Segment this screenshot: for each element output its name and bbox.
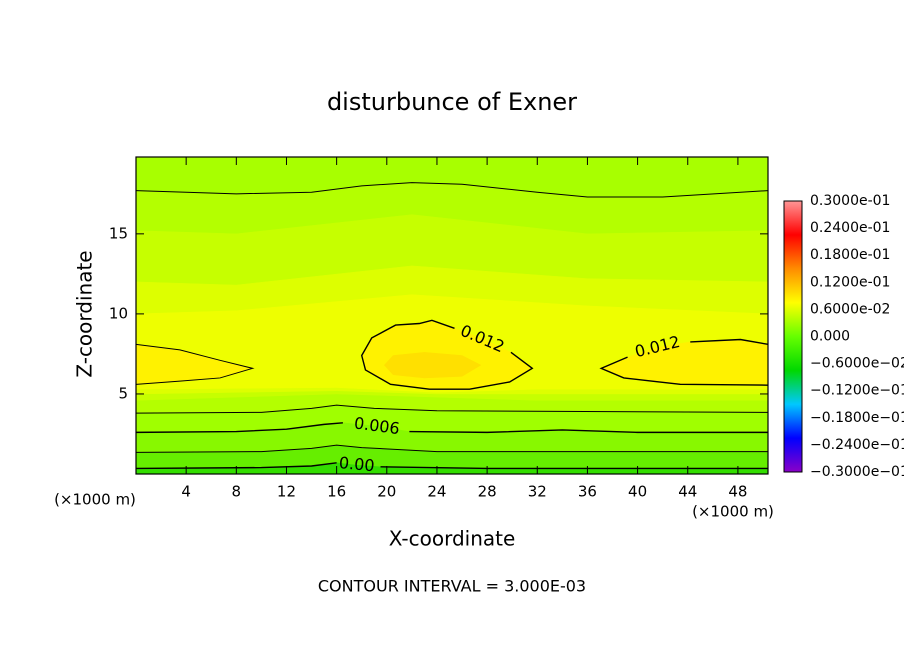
contour-line [360, 319, 534, 390]
colorbar-label: 0.3000e-01 [810, 193, 890, 209]
x-tick-label: 8 [232, 483, 242, 501]
y-unit-label: (×1000 m) [54, 491, 136, 509]
y-axis-label: Z-coordinate [73, 250, 97, 377]
x-tick-label: 4 [181, 483, 191, 501]
contour-line [136, 444, 768, 453]
contour-line [136, 343, 255, 385]
contour-line [136, 182, 768, 198]
chart-title: disturbunce of Exner [327, 88, 577, 116]
x-axis-label: X-coordinate [389, 527, 516, 551]
contour-line [599, 338, 768, 386]
colorbar-label: −0.3000e−01 [810, 464, 904, 480]
x-tick-label: 20 [377, 483, 396, 501]
contour-label: 0.00 [338, 453, 375, 475]
colorbar-label: 0.6000e-02 [810, 301, 890, 317]
colorbar-label: −0.1800e−01 [810, 410, 904, 426]
x-tick-label: 40 [628, 483, 647, 501]
x-tick-label: 24 [427, 483, 446, 501]
colorbar-label: 0.1200e-01 [810, 274, 890, 290]
x-tick-label: 12 [277, 483, 296, 501]
plot-frame [135, 156, 769, 475]
colorbar-label: 0.1800e-01 [810, 247, 890, 263]
contour-line [136, 404, 768, 414]
colorbar-label: 0.2400e-01 [810, 220, 890, 236]
y-tick-label: 5 [118, 384, 128, 402]
contour-line [136, 422, 768, 434]
x-tick-label: 36 [578, 483, 597, 501]
x-tick-label: 32 [528, 483, 547, 501]
y-tick-label: 10 [109, 304, 128, 322]
x-unit-label: (×1000 m) [692, 503, 774, 521]
x-tick-label: 48 [728, 483, 747, 501]
filled-region [383, 352, 482, 379]
colorbar-label: −0.1200e−01 [810, 383, 904, 399]
colorbar-label: −0.6000e−02 [810, 356, 904, 372]
x-tick-label: 28 [478, 483, 497, 501]
footer-note: CONTOUR INTERVAL = 3.000E-03 [318, 577, 586, 596]
colorbar [783, 200, 803, 473]
contour-lines [136, 182, 768, 470]
colorbar-label: 0.000 [810, 329, 850, 345]
x-tick-label: 16 [327, 483, 346, 501]
x-tick-label: 44 [678, 483, 697, 501]
y-tick-label: 15 [109, 224, 128, 242]
filled-contours [136, 157, 768, 474]
colorbar-label: −0.2400e−01 [810, 437, 904, 453]
